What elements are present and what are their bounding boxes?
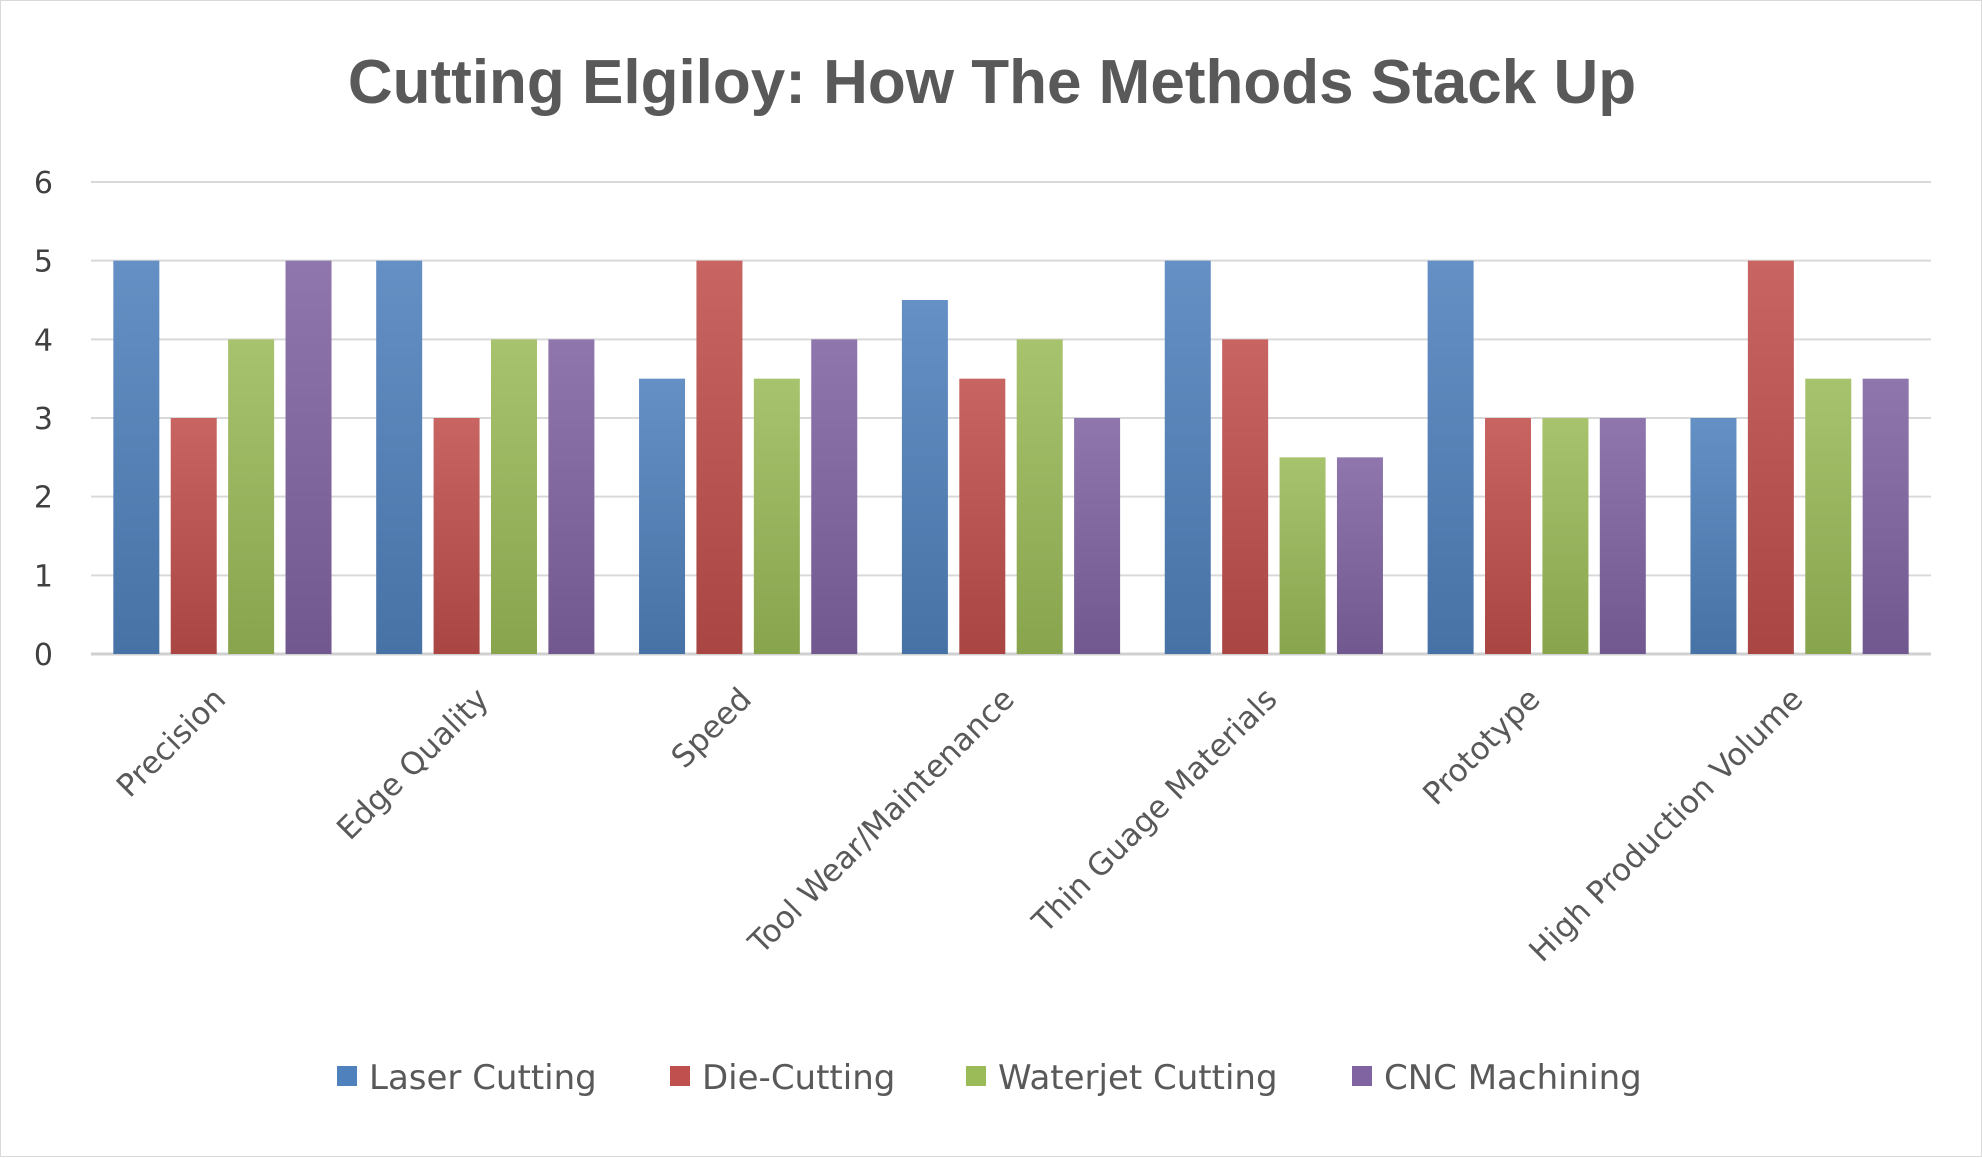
bar-die-cutting-tool-wear-maintenance — [959, 378, 1006, 654]
y-tick-label: 4 — [34, 323, 53, 358]
x-category-label: Prototype — [1416, 681, 1547, 812]
bar-cnc-machining-precision — [285, 260, 332, 654]
legend-item-die-cutting: Die-Cutting — [670, 1058, 895, 1098]
chart-title: Cutting Elgiloy: How The Methods Stack U… — [348, 48, 1636, 117]
bar-laser-cutting-speed — [639, 378, 686, 654]
legend-label: Die-Cutting — [702, 1058, 895, 1098]
bar-waterjet-cutting-high-production-volume — [1805, 378, 1852, 654]
bar-waterjet-cutting-edge-quality — [490, 339, 537, 654]
bar-die-cutting-high-production-volume — [1747, 260, 1794, 654]
y-tick-label: 3 — [34, 402, 53, 437]
bar-die-cutting-edge-quality — [433, 418, 480, 654]
y-tick-label: 5 — [34, 245, 53, 280]
legend-label: Laser Cutting — [369, 1058, 597, 1098]
bar-waterjet-cutting-precision — [228, 339, 275, 654]
y-tick-label: 1 — [34, 559, 53, 594]
x-category-label: High Production Volume — [1522, 681, 1810, 969]
y-tick-label: 0 — [34, 638, 53, 673]
bar-die-cutting-speed — [696, 260, 743, 654]
bar-laser-cutting-high-production-volume — [1690, 418, 1737, 654]
bar-waterjet-cutting-speed — [753, 378, 800, 654]
bar-laser-cutting-precision — [113, 260, 160, 654]
x-category-label: Thin Guage Materials — [1025, 681, 1285, 941]
bar-laser-cutting-thin-guage-materials — [1164, 260, 1211, 654]
x-category-label: Precision — [110, 681, 233, 804]
legend-label: CNC Machining — [1384, 1058, 1642, 1098]
bar-cnc-machining-prototype — [1599, 418, 1646, 654]
legend-item-waterjet-cutting: Waterjet Cutting — [966, 1058, 1278, 1098]
bar-cnc-machining-tool-wear-maintenance — [1074, 418, 1121, 654]
x-category-label: Edge Quality — [330, 681, 496, 847]
x-category-label: Speed — [665, 681, 759, 775]
bar-laser-cutting-prototype — [1427, 260, 1474, 654]
bar-waterjet-cutting-tool-wear-maintenance — [1016, 339, 1063, 654]
bar-die-cutting-prototype — [1485, 418, 1532, 654]
bar-cnc-machining-edge-quality — [548, 339, 595, 654]
bar-die-cutting-thin-guage-materials — [1222, 339, 1269, 654]
legend-swatch — [966, 1066, 986, 1086]
legend-item-cnc-machining: CNC Machining — [1352, 1058, 1642, 1098]
y-axis-ticks: 0 1 2 3 4 5 6 — [34, 166, 53, 673]
y-tick-label: 6 — [34, 166, 53, 201]
bar-laser-cutting-edge-quality — [376, 260, 423, 654]
legend-item-laser-cutting: Laser Cutting — [337, 1058, 597, 1098]
bar-laser-cutting-tool-wear-maintenance — [901, 300, 948, 654]
bar-waterjet-cutting-prototype — [1542, 418, 1589, 654]
x-category-label: Tool Wear/Maintenance — [741, 681, 1022, 962]
bar-waterjet-cutting-thin-guage-materials — [1279, 457, 1326, 654]
legend-swatch — [337, 1066, 357, 1086]
legend: Laser Cutting Die-Cutting Waterjet Cutting… — [337, 1058, 1642, 1098]
bars — [113, 260, 1909, 654]
legend-swatch — [1352, 1066, 1372, 1086]
bar-die-cutting-precision — [170, 418, 217, 654]
legend-label: Waterjet Cutting — [998, 1058, 1278, 1098]
gridlines — [91, 181, 1931, 656]
bar-cnc-machining-high-production-volume — [1862, 378, 1909, 654]
y-tick-label: 2 — [34, 481, 53, 516]
legend-swatch — [670, 1066, 690, 1086]
bar-cnc-machining-speed — [811, 339, 858, 654]
bar-cnc-machining-thin-guage-materials — [1336, 457, 1383, 654]
